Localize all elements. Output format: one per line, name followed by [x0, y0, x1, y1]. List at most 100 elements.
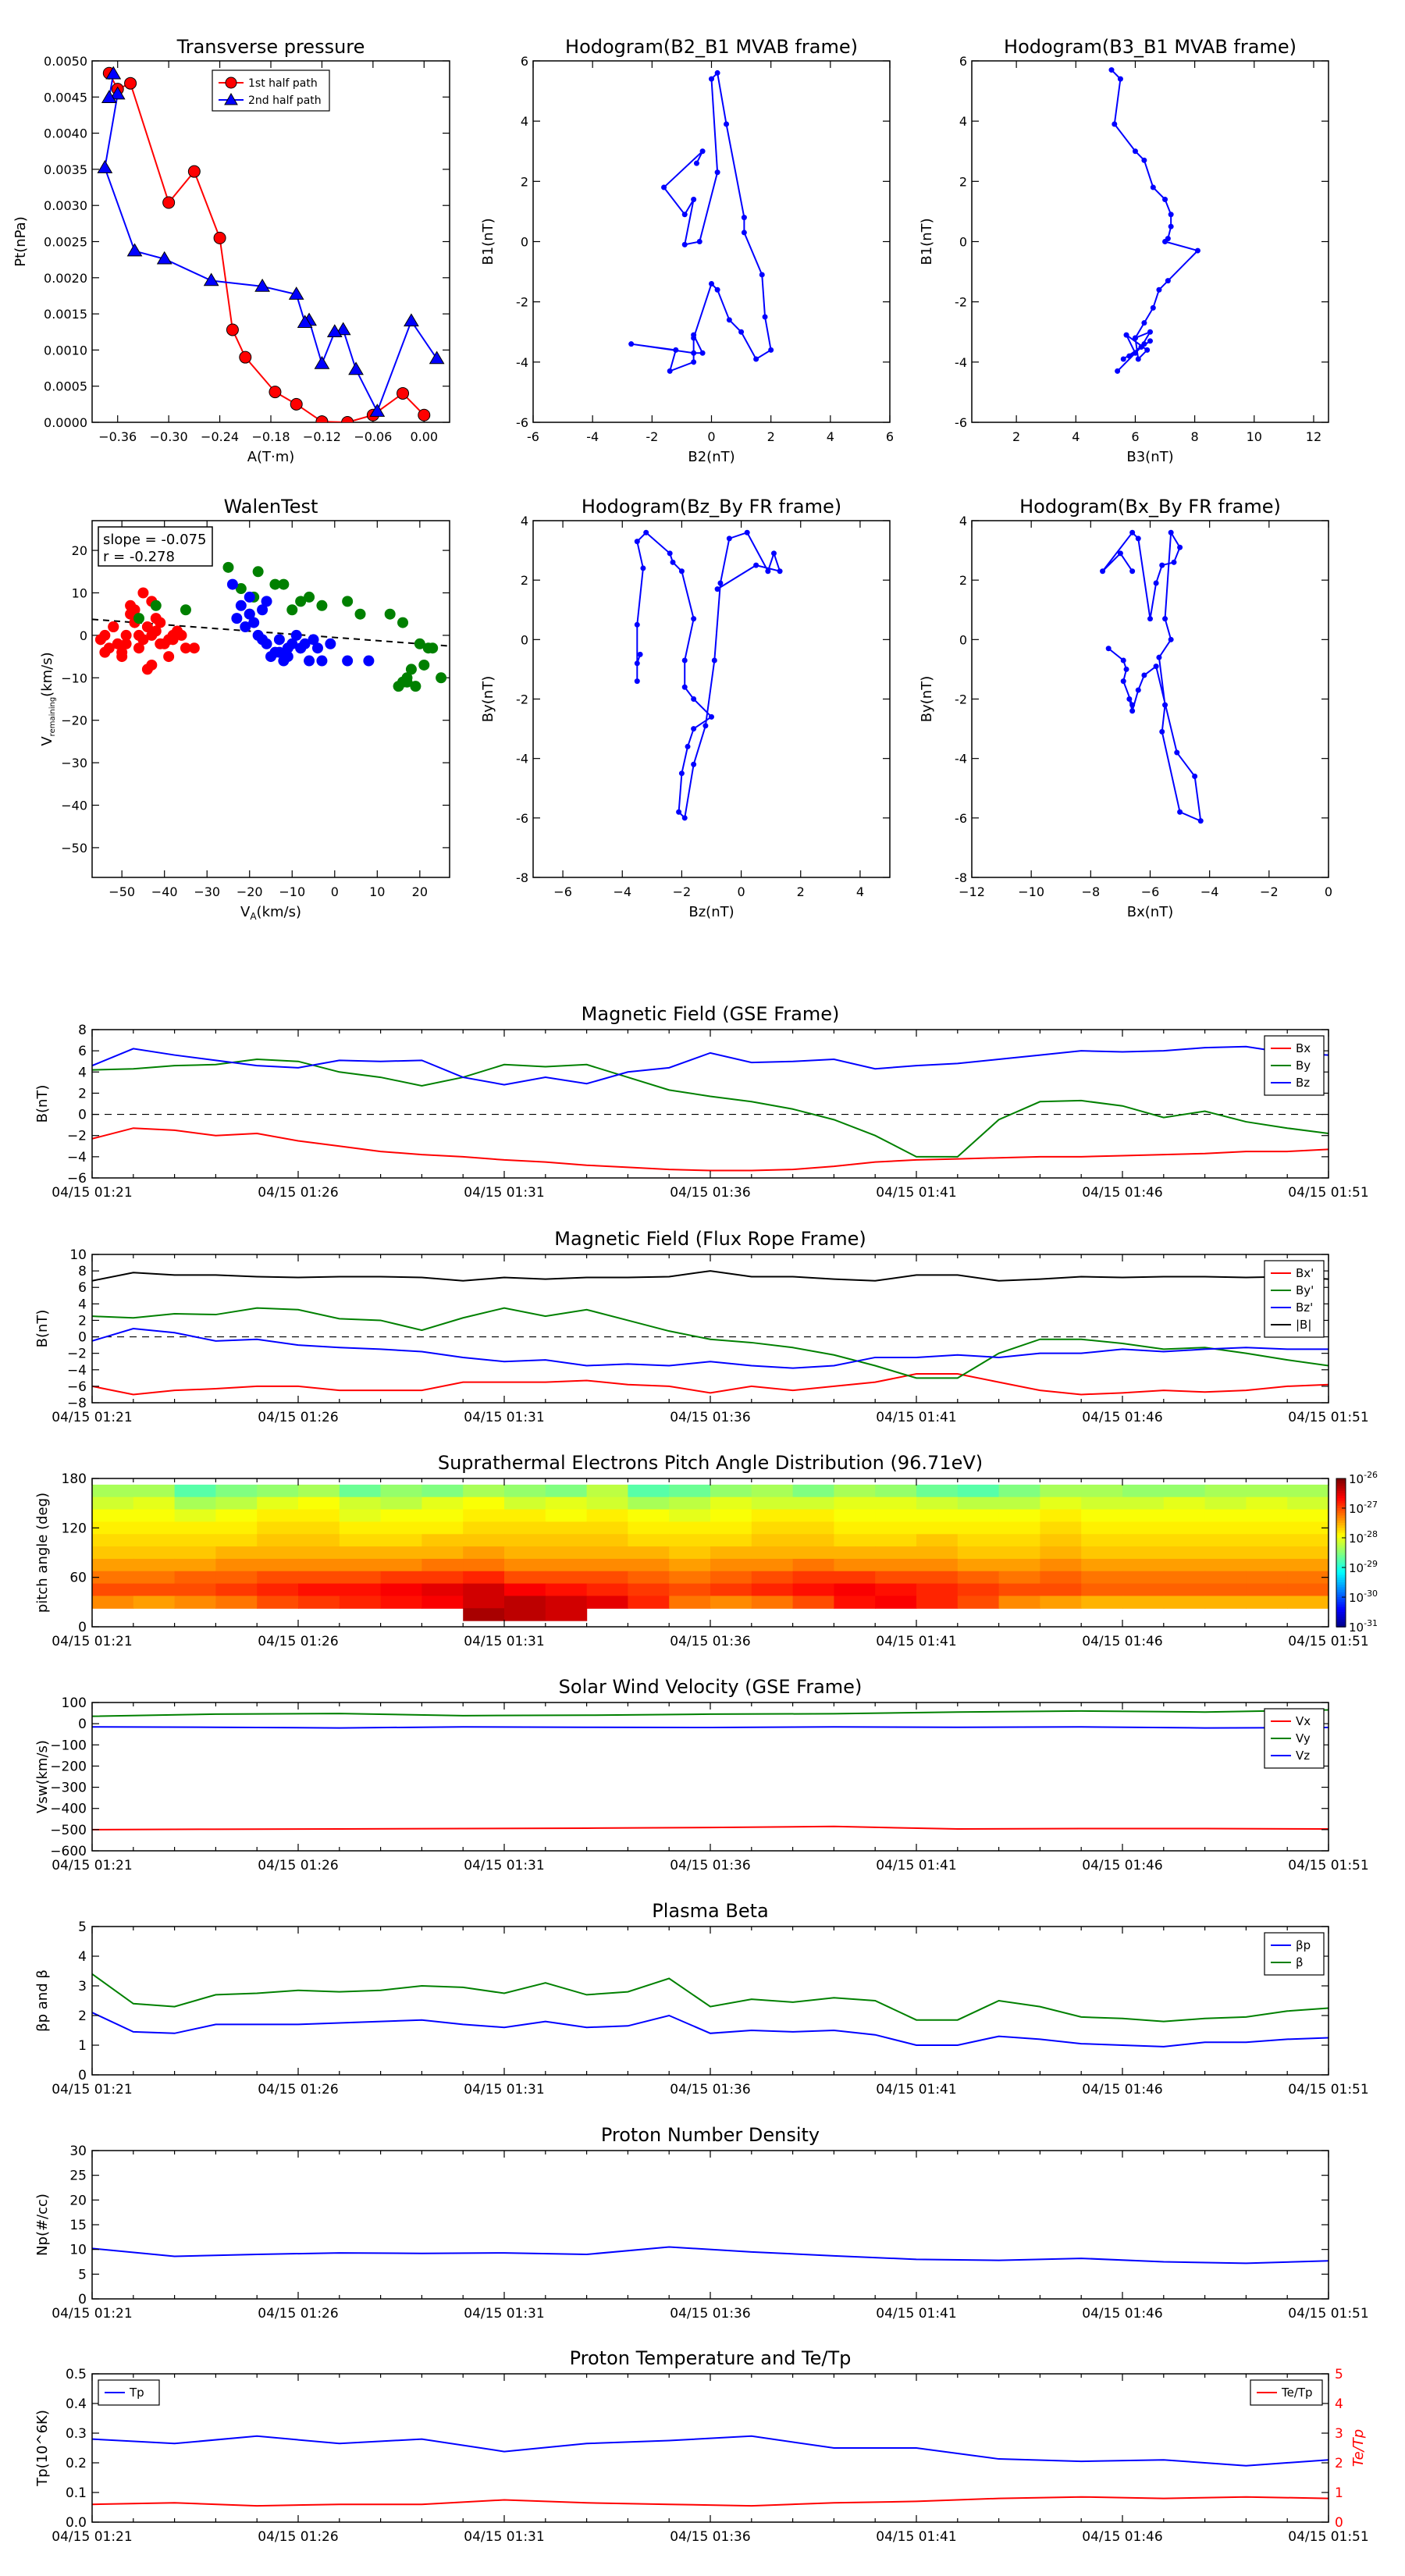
x-tick-label: 04/15 01:26	[258, 2529, 338, 2545]
heatmap-cell	[998, 1496, 1040, 1510]
chart-title: Magnetic Field (Flux Rope Frame)	[554, 1228, 866, 1250]
heatmap-cell	[215, 1509, 258, 1523]
data-point	[681, 657, 688, 664]
heatmap-cell	[545, 1509, 588, 1523]
data-point	[1165, 278, 1171, 284]
heatmap-cell	[1122, 1546, 1165, 1560]
x-tick-label: 12	[1306, 429, 1321, 444]
colorbar-cell	[1336, 1579, 1346, 1583]
data-point	[112, 638, 123, 649]
heatmap-cell	[710, 1583, 752, 1597]
heatmap-cell	[957, 1496, 1000, 1510]
data-point	[315, 415, 329, 422]
heatmap-cell	[669, 1583, 711, 1597]
y-tick-label: 25	[69, 2169, 87, 2184]
data-point	[213, 231, 226, 244]
data-point	[316, 600, 328, 611]
x-tick-label: 2	[797, 884, 805, 899]
x-tick-label: −50	[108, 884, 135, 899]
data-point	[1162, 616, 1168, 622]
data-point	[681, 241, 688, 247]
colorbar-cell	[1336, 1606, 1346, 1610]
data-point	[422, 642, 434, 654]
y-tick-label: 2	[521, 174, 528, 189]
y-tick-label: −4	[67, 1363, 87, 1379]
heatmap-cell	[1246, 1496, 1288, 1510]
colorbar-cell	[1336, 1587, 1346, 1591]
heatmap-cell	[751, 1558, 794, 1572]
x-tick-label: −6	[1141, 884, 1160, 899]
y-axis-label-sub: remaining	[48, 697, 57, 737]
data-point	[404, 313, 419, 327]
series-line	[92, 1127, 1329, 1172]
x-tick-label: 0	[331, 884, 339, 899]
y-tick-label: −30	[61, 756, 87, 770]
x-tick-label: 04/15 01:46	[1082, 2529, 1162, 2545]
plot-area	[92, 1270, 1329, 1396]
legend-label: Bx'	[1296, 1266, 1314, 1280]
heatmap-cell	[133, 1484, 176, 1498]
y-tick-label: −2	[67, 1347, 87, 1362]
heatmap-cell	[1163, 1558, 1206, 1572]
data-point	[325, 638, 336, 649]
data-point	[180, 642, 191, 654]
heatmap-cell	[339, 1546, 382, 1560]
colorbar-cell	[1336, 1520, 1346, 1524]
data-point	[261, 596, 272, 607]
data-point	[634, 539, 640, 545]
heatmap-cell	[133, 1546, 176, 1560]
data-point	[397, 676, 409, 688]
annotation-text: slope = -0.075	[103, 532, 206, 548]
data-point	[105, 66, 122, 80]
legend-box	[1250, 2379, 1323, 2406]
data-point	[273, 634, 285, 646]
x-tick-label: −0.12	[303, 429, 341, 444]
data-point	[125, 600, 137, 611]
y-tick-label: 6	[78, 1280, 87, 1296]
heatmap-cell	[174, 1534, 216, 1547]
heatmap-cell	[298, 1521, 340, 1535]
x-axis-label-main: V	[240, 904, 251, 920]
heatmap-cell	[215, 1521, 258, 1535]
heatmap-cell	[545, 1596, 588, 1609]
heatmap-cell	[133, 1596, 176, 1609]
data-point	[702, 723, 709, 729]
data-point	[314, 356, 330, 369]
colorbar-tick-base: 10	[1349, 1532, 1364, 1546]
heatmap-cell	[1246, 1558, 1288, 1572]
colorbar-tick-base: 10	[1349, 1621, 1364, 1635]
heatmap-cell	[792, 1509, 834, 1523]
plot-area	[92, 561, 450, 692]
data-point	[714, 286, 720, 293]
x-tick-label: −0.06	[354, 429, 392, 444]
data-point	[1129, 529, 1136, 535]
axes-background	[92, 1254, 1329, 1403]
data-point	[637, 651, 643, 657]
colorbar-cell	[1336, 1538, 1346, 1541]
heatmap-cell	[422, 1596, 464, 1609]
data-point	[681, 684, 688, 690]
heatmap-cell	[339, 1558, 382, 1572]
data-point	[326, 324, 343, 338]
heatmap-cell	[586, 1596, 628, 1609]
y-tick-label: −10	[61, 671, 87, 685]
y-tick-label: 0.0050	[44, 54, 87, 69]
y-tick-label: 0	[959, 632, 967, 647]
colorbar-cell	[1336, 1604, 1346, 1608]
y-tick-label: 2	[78, 1313, 87, 1329]
heatmap-cell	[875, 1521, 917, 1535]
data-point	[724, 121, 730, 127]
heatmap-cell	[1040, 1534, 1082, 1547]
heatmap-cell	[1163, 1583, 1206, 1597]
heatmap-cell	[586, 1558, 628, 1572]
data-point	[257, 604, 269, 616]
data-point	[282, 642, 293, 654]
legend-label: Bz'	[1296, 1300, 1313, 1315]
y-axis-label-main: Pt(nPa)	[12, 216, 29, 266]
data-point	[418, 659, 430, 671]
colorbar-cell	[1336, 1496, 1346, 1500]
heatmap-cell	[792, 1484, 834, 1498]
heatmap-cell	[545, 1534, 588, 1547]
heatmap-cell	[1287, 1546, 1329, 1560]
legend-label: Vy	[1296, 1731, 1311, 1745]
